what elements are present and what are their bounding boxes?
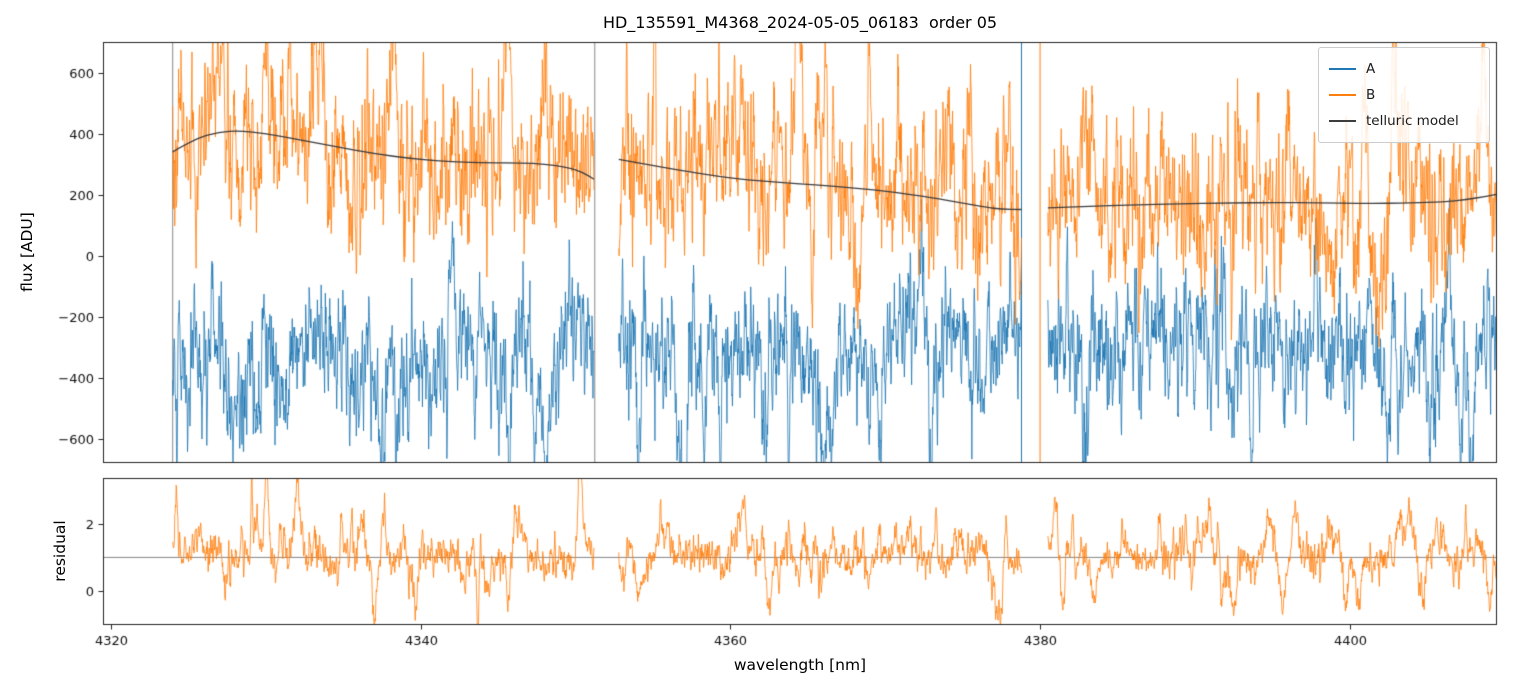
legend-entry-b: B [1329,82,1479,108]
legend-entry-telluric: telluric model [1329,108,1479,134]
legend-label-telluric: telluric model [1366,113,1459,129]
legend-line-sample-telluric [1329,119,1356,123]
legend-label-b: B [1366,87,1376,103]
legend-label-a: A [1366,61,1376,77]
residual-axis-label: residual [51,520,69,582]
flux-axis-label: flux [ADU] [18,212,36,292]
legend-entry-a: A [1329,56,1479,82]
chart-title: HD_135591_M4368_2024-05-05_06183 order 0… [602,13,998,32]
legend-line-sample-a [1329,67,1356,71]
x-axis-label: wavelength [nm] [733,656,867,674]
legend: A B telluric model [1318,47,1490,143]
legend-line-sample-b [1329,93,1356,97]
